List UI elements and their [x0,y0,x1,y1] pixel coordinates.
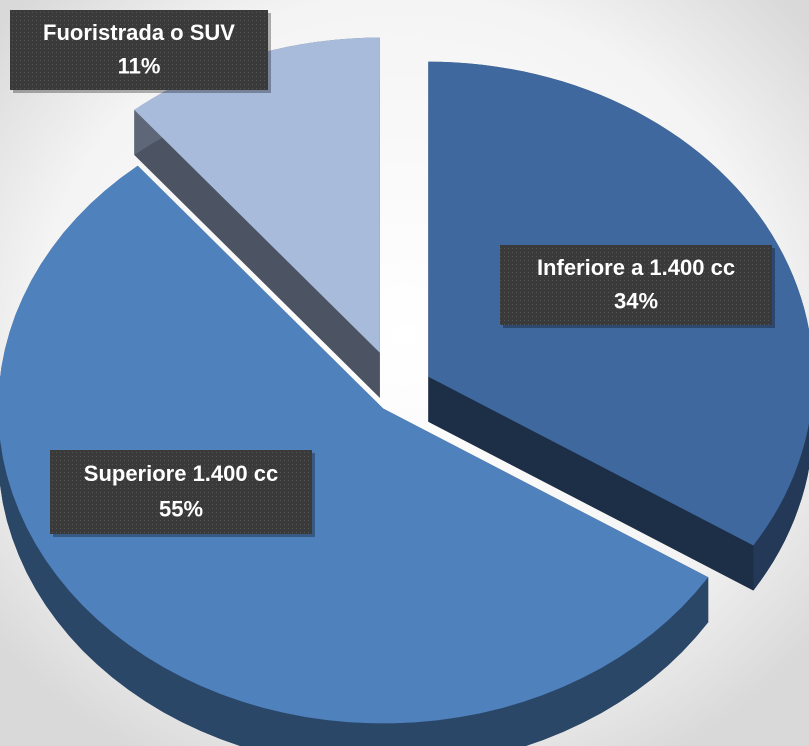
value-label: 55% [159,496,203,521]
slice-edge [134,109,380,398]
slice-edge [428,376,754,591]
label-box [500,245,772,325]
label-box [50,450,312,534]
pie-slice [134,37,380,398]
label-box [10,10,268,90]
pie-slice [0,165,709,746]
slice-side [0,165,709,746]
value-label: 11% [118,53,161,78]
value-label: 34% [614,288,658,313]
slice-top [134,37,380,353]
category-label: Superiore 1.400 cc [84,461,278,486]
category-label: Inferiore a 1.400 cc [537,255,735,280]
category-label: Fuoristrada o SUV [43,20,235,45]
slice-top [0,165,709,724]
